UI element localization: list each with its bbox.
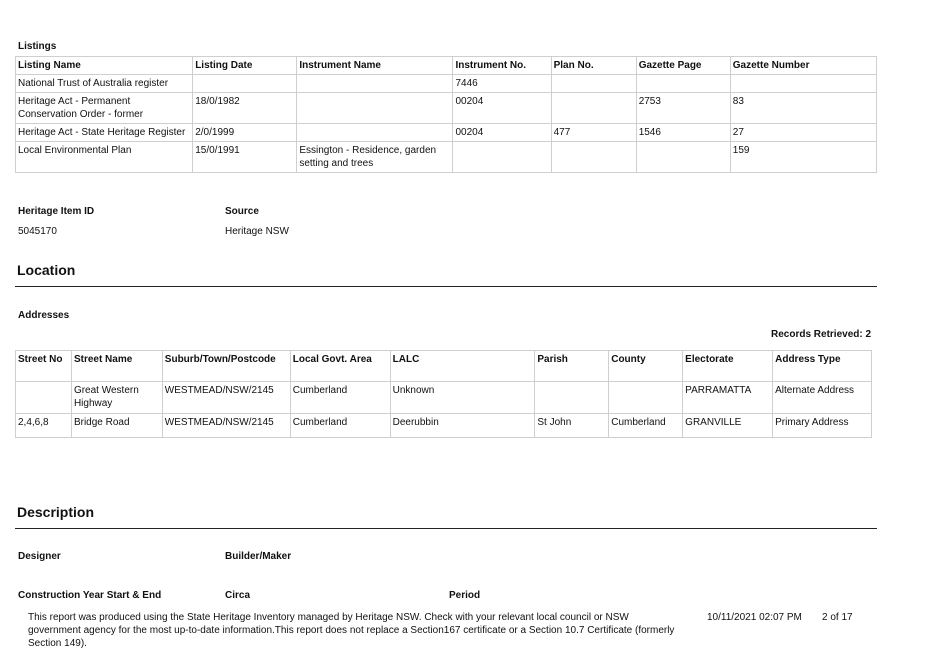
heritage-item-id-label: Heritage Item ID: [18, 206, 95, 217]
location-divider: [15, 286, 877, 287]
table-cell: 00204: [452, 92, 552, 124]
table-cell: Cumberland: [608, 413, 684, 438]
records-retrieved: Records Retrieved: 2: [771, 329, 872, 340]
footer-page-number: 2 of 17: [822, 612, 853, 623]
table-cell: 159: [729, 141, 878, 173]
column-header: Street Name: [70, 350, 163, 382]
heritage-item-id-value: 5045170: [18, 226, 57, 237]
table-cell: St John: [534, 413, 610, 438]
table-cell: [635, 74, 731, 93]
column-header: Street No: [15, 350, 72, 382]
table-cell: Deerubbin: [389, 413, 536, 438]
table-cell: [534, 381, 610, 414]
table-cell: 00204: [452, 123, 552, 142]
source-label: Source: [225, 206, 259, 217]
table-cell: WESTMEAD/NSW/2145: [161, 381, 291, 414]
table-cell: Heritage Act - Permanent Conservation Or…: [14, 92, 194, 124]
table-row: Local Environmental Plan 15/0/1991 Essingt…: [14, 141, 878, 173]
table-cell: [192, 74, 298, 93]
table-cell: 83: [729, 92, 878, 124]
designer-label: Designer: [18, 551, 61, 562]
table-cell: [550, 74, 637, 93]
table-cell: Great Western Highway: [70, 381, 163, 414]
table-cell: [296, 74, 454, 93]
table-cell: 18/0/1982: [192, 92, 298, 124]
table-cell: National Trust of Australia register: [14, 74, 194, 93]
table-cell: Unknown: [389, 381, 536, 414]
table-cell: [550, 141, 637, 173]
column-header: Suburb/Town/Postcode: [161, 350, 291, 382]
column-header: Gazette Number: [729, 56, 878, 75]
circa-label: Circa: [225, 590, 251, 601]
table-cell: GRANVILLE: [682, 413, 774, 438]
table-cell: [729, 74, 878, 93]
column-header: Gazette Page: [635, 56, 731, 75]
footer-disclaimer: This report was produced using the State…: [28, 612, 675, 649]
table-row: Great Western Highway WESTMEAD/NSW/2145 Cu…: [15, 381, 872, 414]
table-cell: Cumberland: [289, 381, 391, 414]
table-cell: Bridge Road: [70, 413, 163, 438]
column-header: Instrument No.: [452, 56, 552, 75]
table-cell: Primary Address: [772, 413, 872, 438]
listings-heading: Listings: [18, 41, 57, 52]
description-section-title: Description: [17, 504, 95, 520]
table-row: National Trust of Australia register 7446: [14, 74, 878, 93]
table-cell: 15/0/1991: [192, 141, 298, 173]
column-header: Instrument Name: [296, 56, 454, 75]
footer-timestamp: 10/11/2021 02:07 PM: [707, 612, 802, 623]
column-header: Listing Name: [14, 56, 194, 75]
table-cell: 2/0/1999: [192, 123, 298, 142]
period-label: Period: [449, 590, 481, 601]
column-header: Electorate: [682, 350, 774, 382]
table-cell: 2753: [635, 92, 731, 124]
table-cell: [296, 92, 454, 124]
table-row: 2,4,6,8 Bridge Road WESTMEAD/NSW/2145 Cumbe…: [15, 413, 872, 438]
source-value: Heritage NSW: [225, 226, 289, 237]
construction-year-label: Construction Year Start & End: [18, 590, 162, 601]
table-cell: [452, 141, 552, 173]
table-cell: Essington - Residence, garden setting an…: [296, 141, 454, 173]
addresses-table: Street No Street Name Suburb/Town/Postcode…: [15, 350, 872, 438]
table-cell: 2,4,6,8: [15, 413, 72, 438]
table-cell: Cumberland: [289, 413, 391, 438]
table-cell: Alternate Address: [772, 381, 872, 414]
column-header: Parish: [534, 350, 610, 382]
table-cell: PARRAMATTA: [682, 381, 774, 414]
table-cell: [635, 141, 731, 173]
table-cell: 1546: [635, 123, 731, 142]
column-header: Local Govt. Area: [289, 350, 391, 382]
table-cell: [15, 381, 72, 414]
table-cell: Heritage Act - State Heritage Register: [14, 123, 194, 142]
addresses-label: Addresses: [18, 310, 70, 321]
table-cell: [296, 123, 454, 142]
column-header: LALC: [389, 350, 536, 382]
table-cell: WESTMEAD/NSW/2145: [161, 413, 291, 438]
table-cell: 7446: [452, 74, 552, 93]
description-divider: [15, 528, 877, 529]
builder-maker-label: Builder/Maker: [225, 551, 292, 562]
location-section-title: Location: [17, 262, 76, 278]
table-cell: [608, 381, 684, 414]
column-header: Address Type: [772, 350, 872, 382]
table-cell: Local Environmental Plan: [14, 141, 194, 173]
table-cell: [550, 92, 637, 124]
table-cell: 27: [729, 123, 878, 142]
column-header: Listing Date: [192, 56, 298, 75]
column-header: County: [608, 350, 684, 382]
column-header: Plan No.: [550, 56, 637, 75]
listings-table: Listing Name Listing Date Instrument Name I…: [14, 56, 878, 173]
table-cell: 477: [550, 123, 637, 142]
table-row: Heritage Act - State Heritage Register 2/…: [14, 123, 878, 142]
table-row: Heritage Act - Permanent Conservation Or…: [14, 92, 878, 124]
